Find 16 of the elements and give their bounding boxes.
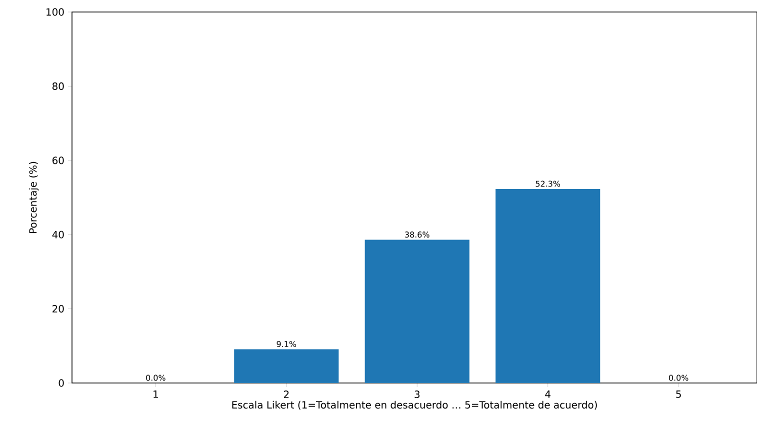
- y-tick-label: 100: [46, 8, 64, 16]
- bar: [234, 349, 339, 383]
- bar: [496, 188, 600, 383]
- y-tick-label: 0: [58, 379, 64, 387]
- y-axis-title: Porcentaje (%): [28, 162, 39, 233]
- x-tick-label: 2: [284, 390, 289, 398]
- y-tick-label: 80: [52, 82, 64, 90]
- y-tick-label: 20: [52, 305, 64, 313]
- y-tick-label: 60: [52, 156, 64, 164]
- x-tick-label: 3: [414, 390, 420, 398]
- x-tick-label: 4: [545, 390, 550, 398]
- x-tick-label: 1: [154, 390, 158, 398]
- bar: [364, 240, 470, 383]
- x-axis-title: Escala Likert (1=Totalmente en desacuerdo … 5=Totalmente de acuerdo): [232, 400, 597, 410]
- x-tick-label: 5: [676, 390, 681, 398]
- y-tick-label: 40: [52, 230, 64, 238]
